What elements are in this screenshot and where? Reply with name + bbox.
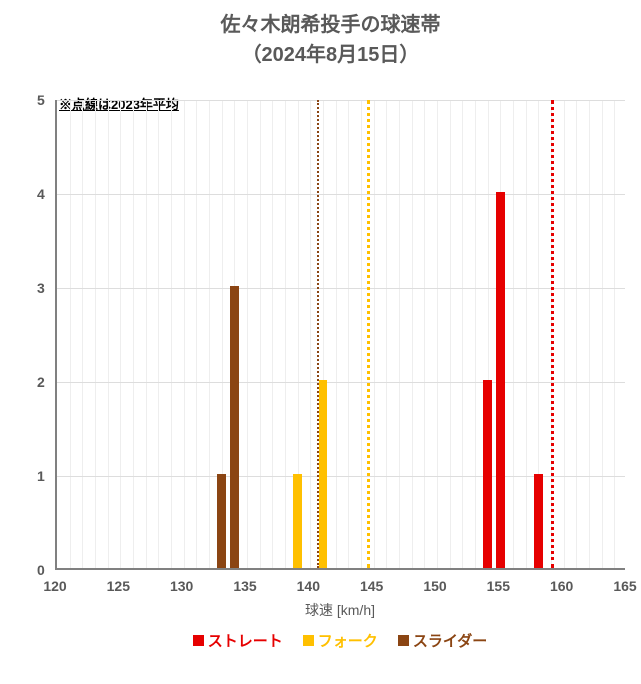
gridline-vertical bbox=[120, 100, 121, 568]
x-tick-label: 130 bbox=[170, 578, 193, 594]
gridline-vertical bbox=[564, 100, 565, 568]
gridline-vertical bbox=[158, 100, 159, 568]
chart-title-line2: （2024年8月15日） bbox=[10, 40, 641, 70]
reference-line-slider bbox=[317, 100, 319, 568]
x-tick-label: 125 bbox=[107, 578, 130, 594]
y-tick-label: 1 bbox=[37, 468, 45, 484]
plot-area: ※点線は2023年平均 bbox=[55, 100, 625, 570]
y-tick-label: 0 bbox=[37, 562, 45, 578]
y-tick-label: 5 bbox=[37, 92, 45, 108]
gridline-vertical bbox=[513, 100, 514, 568]
reference-line-fork bbox=[367, 100, 370, 568]
bar-fork bbox=[293, 474, 302, 568]
legend-item-slider: スライダー bbox=[398, 630, 487, 651]
gridline-vertical bbox=[272, 100, 273, 568]
x-tick-label: 145 bbox=[360, 578, 383, 594]
legend-item-straight: ストレート bbox=[193, 630, 283, 651]
gridline-vertical bbox=[184, 100, 185, 568]
gridline-vertical bbox=[614, 100, 615, 568]
x-tick-label: 120 bbox=[43, 578, 66, 594]
y-tick-label: 4 bbox=[37, 186, 45, 202]
gridline-vertical bbox=[108, 100, 109, 568]
gridline-vertical bbox=[475, 100, 476, 568]
gridline-vertical bbox=[310, 100, 311, 568]
gridline-vertical bbox=[285, 100, 286, 568]
gridline-vertical bbox=[348, 100, 349, 568]
bar-slider bbox=[217, 474, 226, 568]
x-axis-label: 球速 [km/h] bbox=[290, 600, 390, 620]
reference-line-straight bbox=[551, 100, 554, 568]
legend-swatch-icon bbox=[398, 635, 409, 646]
gridline-vertical bbox=[146, 100, 147, 568]
legend-swatch-icon bbox=[193, 635, 204, 646]
gridline-vertical bbox=[450, 100, 451, 568]
gridline-vertical bbox=[576, 100, 577, 568]
gridline-vertical bbox=[336, 100, 337, 568]
legend-swatch-icon bbox=[303, 635, 314, 646]
gridline-vertical bbox=[526, 100, 527, 568]
bar-straight bbox=[534, 474, 543, 568]
bar-straight bbox=[483, 380, 492, 568]
gridline-vertical bbox=[196, 100, 197, 568]
legend: ストレート フォーク スライダー bbox=[55, 630, 625, 651]
gridline-vertical bbox=[95, 100, 96, 568]
gridline-vertical bbox=[82, 100, 83, 568]
gridline-horizontal bbox=[57, 288, 625, 289]
y-tick-label: 2 bbox=[37, 374, 45, 390]
gridline-vertical bbox=[462, 100, 463, 568]
gridline-vertical bbox=[437, 100, 438, 568]
x-tick-label: 155 bbox=[487, 578, 510, 594]
gridline-vertical bbox=[602, 100, 603, 568]
y-tick-label: 3 bbox=[37, 280, 45, 296]
chart-title-line1: 佐々木朗希投手の球速帯 bbox=[10, 10, 641, 40]
legend-label: スライダー bbox=[413, 630, 487, 651]
legend-label: フォーク bbox=[318, 630, 378, 651]
x-tick-label: 140 bbox=[297, 578, 320, 594]
gridline-vertical bbox=[374, 100, 375, 568]
gridline-vertical bbox=[209, 100, 210, 568]
gridline-vertical bbox=[361, 100, 362, 568]
gridline-vertical bbox=[412, 100, 413, 568]
chart-title: 佐々木朗希投手の球速帯 （2024年8月15日） bbox=[10, 10, 641, 70]
gridline-vertical bbox=[70, 100, 71, 568]
x-tick-label: 160 bbox=[550, 578, 573, 594]
gridline-vertical bbox=[260, 100, 261, 568]
legend-label: ストレート bbox=[208, 630, 283, 651]
x-tick-label: 135 bbox=[233, 578, 256, 594]
gridline-vertical bbox=[247, 100, 248, 568]
gridline-vertical bbox=[589, 100, 590, 568]
gridline-vertical bbox=[133, 100, 134, 568]
x-tick-label: 165 bbox=[613, 578, 636, 594]
chart-container: 佐々木朗希投手の球速帯 （2024年8月15日） ※点線は2023年平均 球速 … bbox=[10, 10, 641, 674]
bar-slider bbox=[230, 286, 239, 568]
x-tick-label: 150 bbox=[423, 578, 446, 594]
gridline-horizontal bbox=[57, 100, 625, 101]
gridline-vertical bbox=[424, 100, 425, 568]
bar-fork bbox=[319, 380, 328, 568]
gridline-horizontal bbox=[57, 194, 625, 195]
bar-straight bbox=[496, 192, 505, 568]
legend-item-fork: フォーク bbox=[303, 630, 378, 651]
gridline-vertical bbox=[171, 100, 172, 568]
gridline-horizontal bbox=[57, 382, 625, 383]
chart-note: ※点線は2023年平均 bbox=[59, 94, 179, 113]
gridline-vertical bbox=[399, 100, 400, 568]
gridline-vertical bbox=[386, 100, 387, 568]
